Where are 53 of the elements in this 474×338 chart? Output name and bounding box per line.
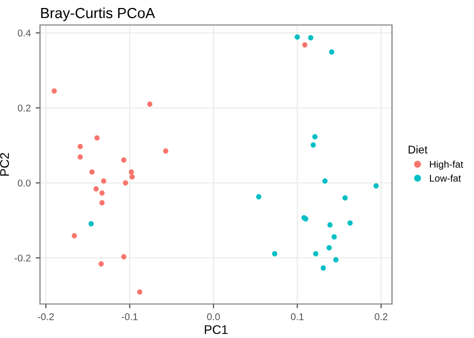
point (302, 42, 308, 48)
y-axis-title: PC2 (0, 152, 9, 176)
point (327, 222, 333, 228)
point (294, 34, 300, 40)
x-tick-label: 0.1 (290, 313, 304, 320)
point (373, 183, 379, 188)
legend-label: High-fat (430, 160, 464, 170)
x-tick-label: 0.2 (374, 313, 388, 320)
point (322, 178, 328, 184)
point (101, 178, 106, 184)
point (99, 200, 105, 206)
point (256, 194, 262, 200)
point (72, 233, 77, 238)
point (130, 174, 135, 180)
point (308, 35, 314, 40)
legend-title: Diet (408, 145, 428, 154)
point (89, 169, 95, 175)
point (88, 221, 94, 226)
point (320, 265, 326, 271)
point (121, 254, 126, 260)
point (78, 154, 83, 160)
y-tick-label: 0.4 (18, 30, 31, 36)
point (99, 190, 105, 196)
point (332, 234, 337, 240)
point (98, 261, 104, 266)
point (78, 144, 83, 150)
chart-title: Bray-Curtis PCoA (41, 7, 156, 22)
point (272, 251, 278, 256)
point (313, 251, 318, 256)
point (342, 195, 348, 200)
point (326, 245, 332, 250)
point (121, 157, 126, 163)
y-tick-label: 0.0 (18, 180, 31, 186)
point (163, 148, 168, 154)
point (312, 134, 318, 140)
point (333, 257, 338, 262)
x-tick-label: 0.0 (207, 313, 220, 320)
point (147, 102, 152, 107)
point (94, 135, 100, 140)
point (122, 180, 128, 186)
point (310, 142, 316, 148)
point (94, 186, 99, 192)
point (128, 169, 134, 175)
x-axis-title: PC1 (204, 325, 228, 334)
point (347, 220, 353, 226)
x-tick-label: -0.1 (122, 313, 138, 320)
point (329, 49, 334, 55)
y-tick-label: 0.2 (18, 104, 30, 112)
y-tick-label: -0.2 (14, 254, 30, 262)
legend-label: Low-fat (430, 174, 461, 182)
x-tick-label: -0.2 (38, 313, 54, 320)
point (137, 289, 142, 295)
point (52, 88, 57, 94)
